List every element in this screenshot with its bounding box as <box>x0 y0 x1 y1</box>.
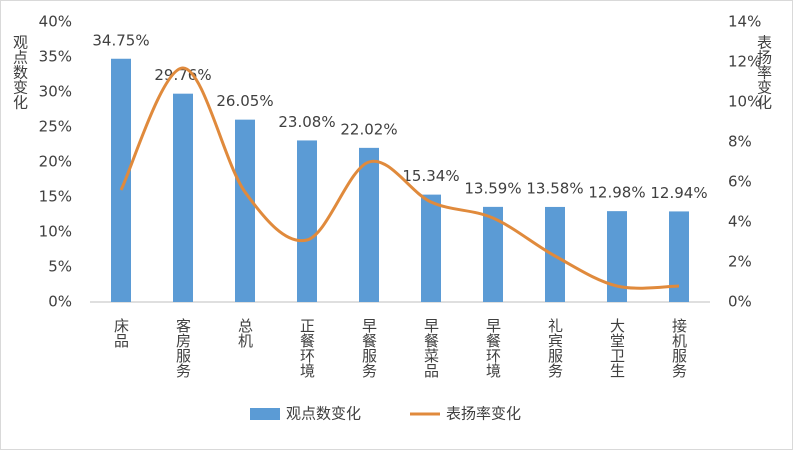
x-tick-label: 床品 <box>112 318 130 348</box>
value-label: 13.59% <box>464 179 521 197</box>
y2-tick-label: 0% <box>728 293 752 311</box>
y-tick-label: 0% <box>48 293 72 311</box>
x-tick-label: 大堂卫生 <box>608 318 626 378</box>
x-tick-label: 早餐环境 <box>484 318 502 379</box>
y-tick-label: 20% <box>39 153 72 171</box>
y-tick-label: 35% <box>39 48 72 66</box>
x-tick-label: 接机服务 <box>670 318 688 379</box>
bar <box>421 194 441 302</box>
y-tick-label: 15% <box>39 188 72 206</box>
bar <box>297 140 317 302</box>
y2-tick-label: 10% <box>728 93 761 111</box>
legend-label: 表扬率变化 <box>446 405 521 423</box>
value-label: 12.94% <box>650 184 707 202</box>
value-label: 26.05% <box>216 92 273 110</box>
x-tick-label: 客房服务 <box>174 318 192 379</box>
x-tick-label: 礼宾服务 <box>546 318 564 379</box>
bar <box>235 119 255 303</box>
y-tick-label: 30% <box>39 83 72 101</box>
y2-tick-label: 14% <box>728 13 761 31</box>
y2-tick-label: 4% <box>728 213 752 231</box>
y-tick-label: 5% <box>48 258 72 276</box>
y2-tick-label: 8% <box>728 133 752 151</box>
value-label: 23.08% <box>278 113 335 131</box>
bar <box>173 93 193 303</box>
y-tick-label: 40% <box>39 13 72 31</box>
bar <box>111 58 131 302</box>
x-tick-label: 早餐菜品 <box>422 318 440 378</box>
y2-axis-title: 表扬率变化 <box>755 35 773 110</box>
x-tick-label: 早餐服务 <box>360 318 378 379</box>
value-label: 22.02% <box>340 120 397 138</box>
bar <box>483 206 503 302</box>
bar <box>359 147 379 302</box>
legend-swatch <box>250 408 280 420</box>
value-label: 15.34% <box>402 167 459 185</box>
y2-tick-label: 6% <box>728 173 752 191</box>
y-tick-label: 10% <box>39 223 72 241</box>
line <box>119 66 680 290</box>
value-label: 12.98% <box>588 184 645 202</box>
legend-label: 观点数变化 <box>286 405 361 423</box>
value-label: 13.58% <box>526 179 583 197</box>
y2-tick-label: 12% <box>728 53 761 71</box>
y-tick-label: 25% <box>39 118 72 136</box>
y2-tick-label: 2% <box>728 253 752 271</box>
value-label: 34.75% <box>92 31 149 49</box>
x-tick-label: 总机 <box>236 318 254 349</box>
bar <box>607 211 627 302</box>
y-axis-title: 观点数变化 <box>11 35 29 110</box>
x-tick-label: 正餐环境 <box>298 318 316 379</box>
bar <box>669 211 689 302</box>
